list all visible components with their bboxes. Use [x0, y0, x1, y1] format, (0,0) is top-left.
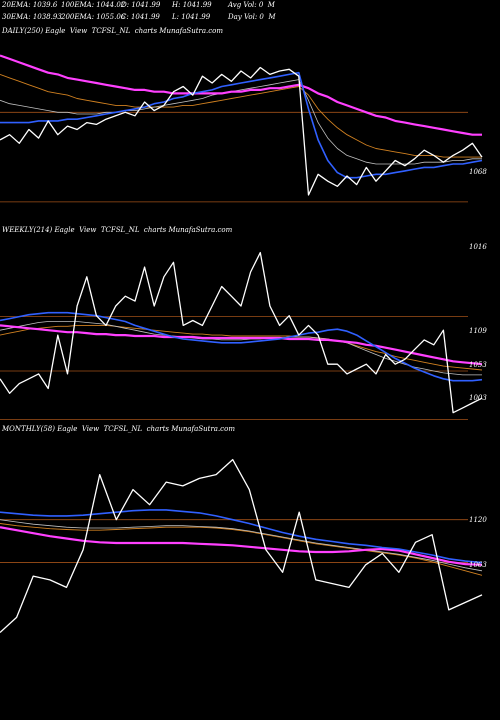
- weekly-level-label-2: 1053: [469, 361, 487, 369]
- monthly-level-label-1: 1120: [469, 516, 487, 524]
- weekly-price-line: [0, 251, 483, 414]
- monthly-panel-title: MONTHLY(58) Eagle View TCFSL_NL charts M…: [2, 425, 235, 433]
- daily-level-label-1: 1068: [469, 168, 487, 176]
- daily-ema-fast-line: [0, 71, 483, 179]
- header-open: O: 1041.99: [121, 1, 161, 9]
- monthly-ema-slow-line: [0, 526, 483, 566]
- daily-ema-mid-line: [0, 73, 482, 158]
- header-100ema: 100EMA: 1044.02: [61, 1, 126, 9]
- header-avg-vol: Avg Vol: 0 M: [228, 1, 275, 9]
- header-high: H: 1041.99: [172, 1, 212, 9]
- monthly-ema-grey-line: [0, 519, 483, 572]
- header-day-vol: Day Vol: 0 M: [228, 13, 276, 21]
- weekly-ema-mid-line: [0, 324, 483, 371]
- monthly-level-label-2: 1063: [469, 561, 487, 569]
- monthly-price-line: [0, 458, 483, 633]
- weekly-ema-slow-line: [0, 324, 483, 366]
- weekly-level-label-1: 1109: [469, 327, 487, 335]
- daily-level-label-2: 1016: [469, 243, 487, 251]
- monthly-ema-mid-line: [0, 523, 483, 576]
- header-close: C: 1041.99: [121, 13, 160, 21]
- header-low: L: 1041.99: [172, 13, 211, 21]
- weekly-ema-fast-line: [0, 311, 483, 382]
- monthly-ema-fast-line: [0, 509, 483, 564]
- weekly-ema-grey-line: [0, 321, 482, 376]
- daily-ema-slow-line: [0, 54, 482, 136]
- weekly-panel-title: WEEKLY(214) Eagle View TCFSL_NL charts M…: [2, 226, 233, 234]
- daily-panel-title: DAILY(250) Eagle View TCFSL_NL charts Mu…: [2, 27, 224, 35]
- header-20ema: 20EMA: 1039.6: [2, 1, 58, 9]
- daily-price-line: [0, 66, 483, 196]
- header-200ema: 200EMA: 1055.06: [61, 13, 126, 21]
- weekly-level-label-3: 1003: [469, 394, 487, 402]
- header-30ema: 30EMA: 1038.93: [2, 13, 62, 21]
